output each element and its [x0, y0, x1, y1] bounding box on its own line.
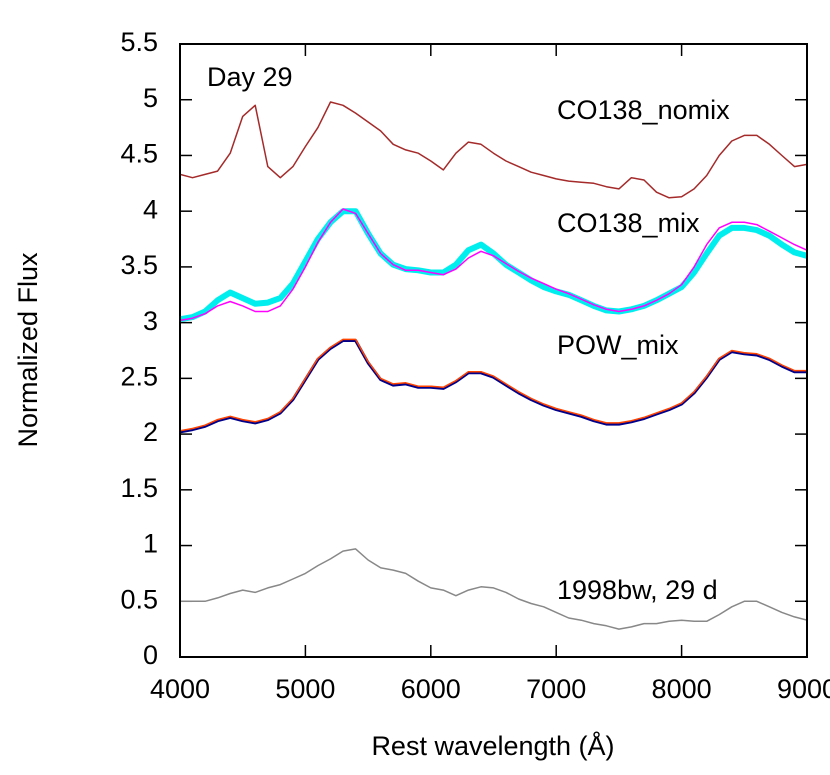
x-tick-label: 7000	[526, 674, 586, 704]
series-line	[180, 339, 807, 434]
y-tick-label: 1	[143, 529, 158, 559]
series-label: CO138_mix	[557, 208, 700, 238]
series-line	[180, 548, 807, 630]
y-tick-label: 5.5	[120, 27, 158, 57]
y-tick-label: 3.5	[120, 250, 158, 280]
x-tick-label: 9000	[777, 674, 830, 704]
y-tick-label: 4.5	[120, 139, 158, 169]
y-tick-label: 0.5	[120, 584, 158, 614]
y-tick-label: 2	[143, 417, 158, 447]
x-tick-label: 4000	[150, 674, 210, 704]
series-line	[180, 208, 807, 323]
x-tick-label: 5000	[275, 674, 335, 704]
y-tick-label: 1.5	[120, 473, 158, 503]
y-tick-label: 2.5	[120, 361, 158, 391]
x-tick-label: 8000	[652, 674, 712, 704]
series-label: POW_mix	[557, 330, 679, 360]
y-tick-label: 3	[143, 306, 158, 336]
series-label: 1998bw, 29 d	[557, 575, 718, 605]
series-label: CO138_nomix	[557, 95, 730, 125]
y-axis-label: Normalized Flux	[13, 252, 43, 448]
series-line	[180, 208, 807, 322]
y-tick-label: 5	[143, 83, 158, 113]
y-tick-label: 4	[143, 194, 158, 224]
series-line	[180, 338, 807, 432]
series-line	[180, 101, 807, 199]
x-tick-label: 6000	[401, 674, 461, 704]
x-axis-label: Rest wavelength (Å)	[371, 730, 614, 761]
annotation: Day 29	[207, 62, 293, 92]
y-tick-label: 0	[143, 640, 158, 670]
plot-frame	[179, 43, 808, 658]
